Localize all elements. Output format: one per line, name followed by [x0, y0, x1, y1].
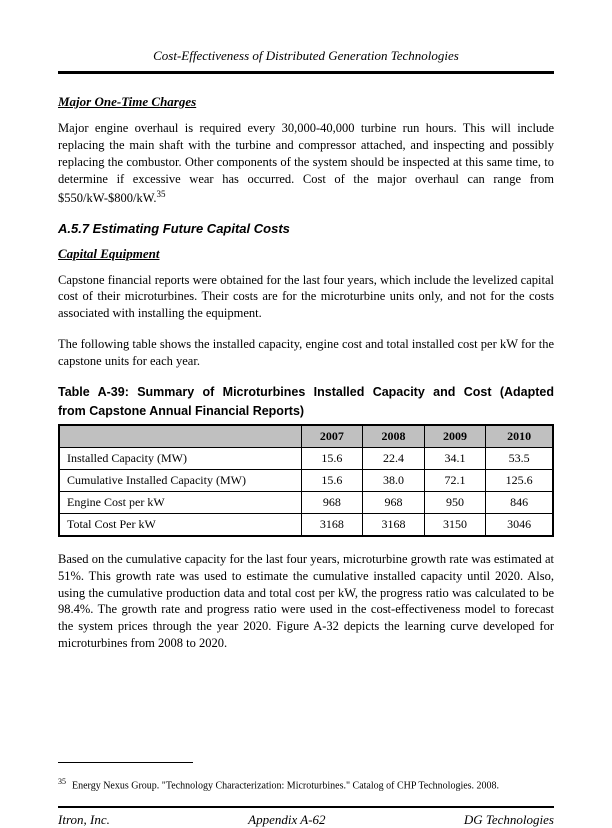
- row-label: Engine Cost per kW: [59, 491, 301, 513]
- table-header-blank: [59, 425, 301, 448]
- cell: 3150: [424, 513, 486, 536]
- cell: 968: [363, 491, 425, 513]
- table-a39: 2007 2008 2009 2010 Installed Capacity (…: [58, 424, 554, 537]
- para-capstone-reports: Capstone financial reports were obtained…: [58, 272, 554, 323]
- cell: 125.6: [486, 469, 553, 491]
- cell: 34.1: [424, 447, 486, 469]
- footer-rule: [58, 806, 554, 808]
- para-major-overhaul: Major engine overhaul is required every …: [58, 120, 554, 207]
- cell: 72.1: [424, 469, 486, 491]
- table-header-col: 2009: [424, 425, 486, 448]
- cell: 38.0: [363, 469, 425, 491]
- footnote-text: Energy Nexus Group. "Technology Characte…: [72, 780, 499, 791]
- cell: 3168: [301, 513, 363, 536]
- footer-center: Appendix A-62: [248, 812, 325, 828]
- footer-left: Itron, Inc.: [58, 812, 110, 828]
- cell: 15.6: [301, 469, 363, 491]
- footnote-35: 35 Energy Nexus Group. "Technology Charac…: [58, 777, 554, 792]
- cell: 950: [424, 491, 486, 513]
- table-row: Engine Cost per kW 968 968 950 846: [59, 491, 553, 513]
- row-label: Total Cost Per kW: [59, 513, 301, 536]
- table-row: Cumulative Installed Capacity (MW) 15.6 …: [59, 469, 553, 491]
- table-header-col: 2010: [486, 425, 553, 448]
- para-growth-rate: Based on the cumulative capacity for the…: [58, 551, 554, 652]
- cell: 22.4: [363, 447, 425, 469]
- subheading-major-one-time: Major One-Time Charges: [58, 94, 554, 110]
- subheading-capital-equipment: Capital Equipment: [58, 246, 554, 262]
- footnote-number: 35: [58, 777, 66, 786]
- table-caption-line1: Table A-39: Summary of Microturbines Ins…: [58, 384, 554, 401]
- section-heading-a57: A.5.7 Estimating Future Capital Costs: [58, 221, 554, 236]
- footnote-separator: [58, 762, 193, 763]
- table-header-col: 2008: [363, 425, 425, 448]
- page-footer: Itron, Inc. Appendix A-62 DG Technologie…: [58, 812, 554, 828]
- footer-right: DG Technologies: [464, 812, 554, 828]
- footnote-ref-35: 35: [157, 189, 166, 199]
- header-rule-thick: [58, 72, 554, 74]
- para-s1-text: Major engine overhaul is required every …: [58, 121, 554, 205]
- table-caption-line2: from Capstone Annual Financial Reports): [58, 404, 554, 418]
- cell: 3168: [363, 513, 425, 536]
- cell: 15.6: [301, 447, 363, 469]
- cell: 968: [301, 491, 363, 513]
- table-row: Installed Capacity (MW) 15.6 22.4 34.1 5…: [59, 447, 553, 469]
- cell: 846: [486, 491, 553, 513]
- para-following-table: The following table shows the installed …: [58, 336, 554, 370]
- table-header-col: 2007: [301, 425, 363, 448]
- page-header-title: Cost-Effectiveness of Distributed Genera…: [58, 48, 554, 69]
- cell: 53.5: [486, 447, 553, 469]
- table-header-row: 2007 2008 2009 2010: [59, 425, 553, 448]
- cell: 3046: [486, 513, 553, 536]
- row-label: Cumulative Installed Capacity (MW): [59, 469, 301, 491]
- table-row: Total Cost Per kW 3168 3168 3150 3046: [59, 513, 553, 536]
- row-label: Installed Capacity (MW): [59, 447, 301, 469]
